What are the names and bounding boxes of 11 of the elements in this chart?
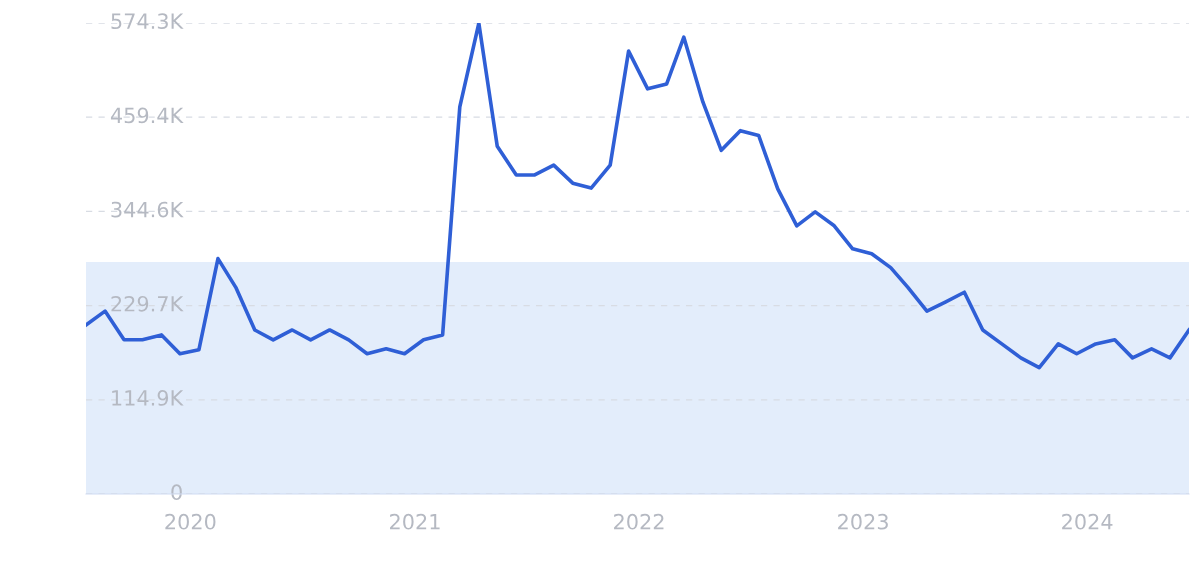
y-tick-label: 459.4K bbox=[110, 107, 184, 124]
y-tick-label: 344.6K bbox=[111, 201, 184, 218]
y-tick-label: 229.7K bbox=[111, 295, 184, 312]
y-tick-label: 114.9K bbox=[112, 390, 184, 406]
x-tick-label: 2024 bbox=[1062, 513, 1113, 530]
y-tick-label: 0 bbox=[171, 484, 182, 501]
x-tick-label: 2022 bbox=[614, 513, 664, 530]
x-tick-label: 2023 bbox=[838, 513, 888, 530]
y-tick-label: 574.3K bbox=[111, 13, 184, 30]
x-tick-label: 2021 bbox=[390, 513, 440, 530]
x-tick-label: 2020 bbox=[165, 513, 216, 530]
